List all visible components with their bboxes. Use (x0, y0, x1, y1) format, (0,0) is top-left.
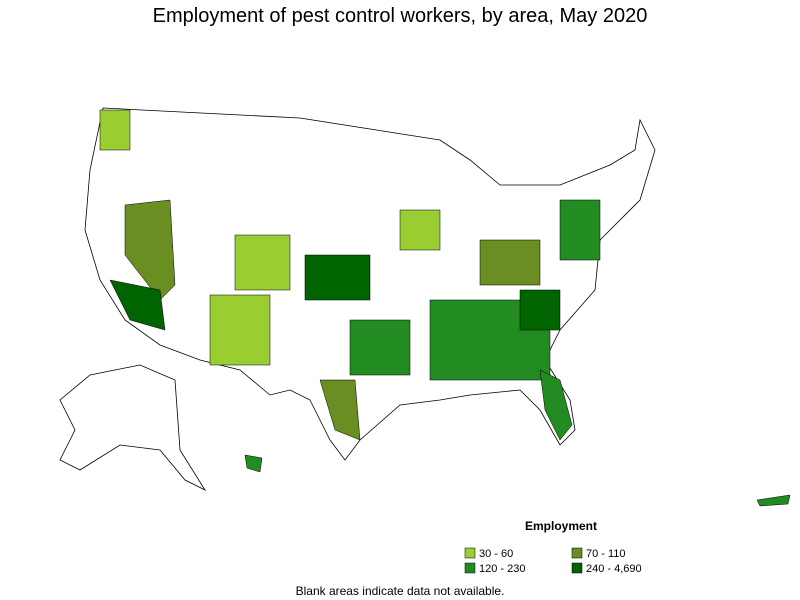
legend-label: 120 - 230 (479, 563, 525, 575)
us-map (59, 107, 791, 507)
legend-title: Employment (525, 519, 597, 533)
region (99, 109, 131, 151)
puerto-rico (756, 494, 791, 507)
legend-label: 70 - 110 (586, 548, 626, 560)
region (399, 209, 441, 251)
hawaii (244, 454, 263, 473)
legend-label: 30 - 60 (479, 548, 513, 560)
legend-swatch (464, 562, 476, 574)
legend-label: 240 - 4,690 (586, 563, 642, 575)
region (319, 379, 361, 441)
region (349, 319, 411, 376)
footnote: Blank areas indicate data not available. (296, 584, 505, 598)
region (304, 254, 371, 301)
legend-swatch (571, 547, 583, 559)
region (539, 369, 573, 441)
legend: 30 - 60 70 - 110 120 - 230 240 - 4,690 (464, 547, 642, 575)
legend-swatch (571, 562, 583, 574)
region (209, 294, 271, 366)
title: Employment of pest control workers, by a… (153, 5, 648, 27)
region (519, 289, 561, 331)
region (559, 199, 601, 261)
region (479, 239, 541, 286)
region (124, 199, 176, 301)
legend-swatch (464, 547, 476, 559)
region (234, 234, 291, 291)
region (109, 279, 166, 331)
alaska (59, 364, 207, 491)
